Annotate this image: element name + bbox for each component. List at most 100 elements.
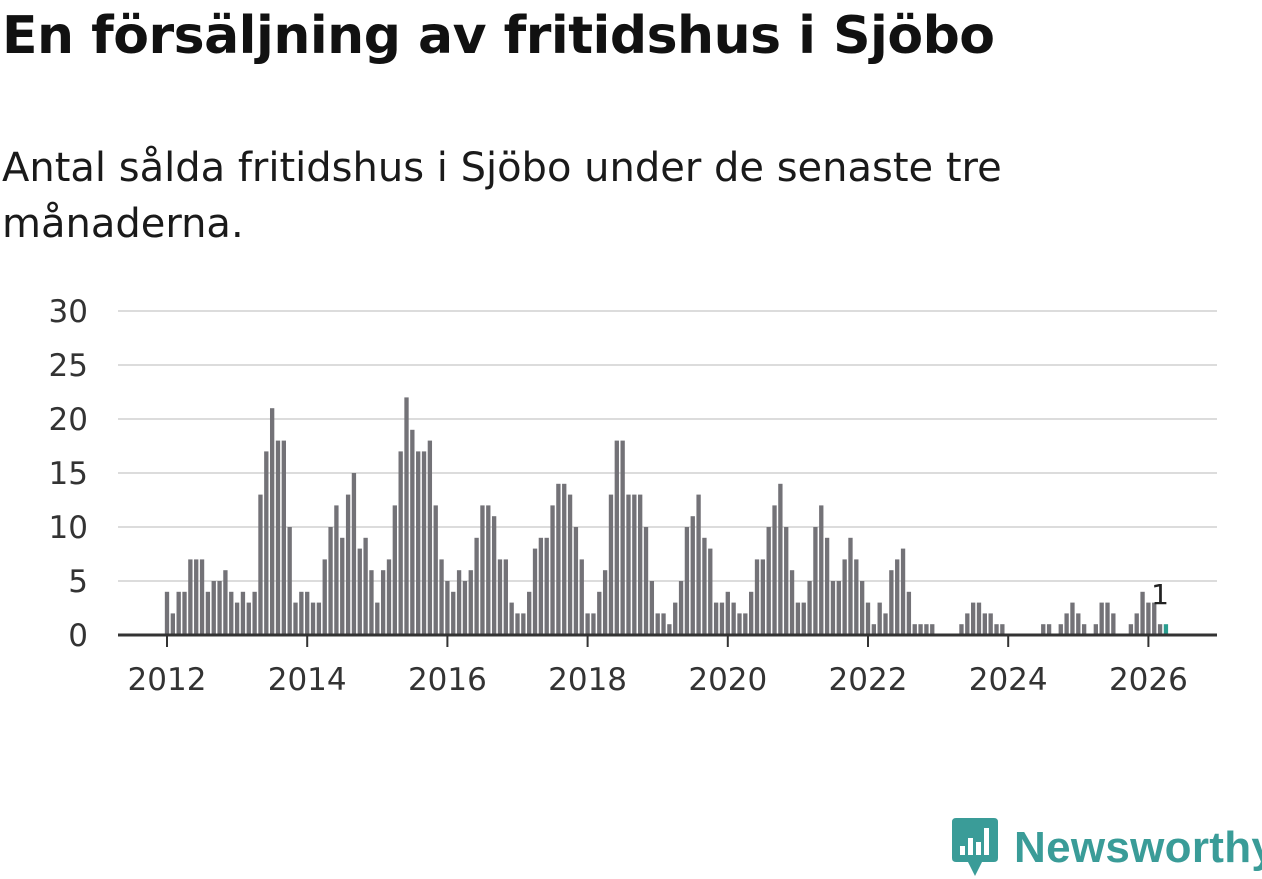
- bar: [1140, 591, 1145, 635]
- bar: [877, 602, 882, 635]
- bar: [766, 527, 771, 635]
- bar: [620, 440, 625, 635]
- bar-series: [164, 397, 1169, 635]
- bar: [713, 602, 719, 635]
- bar: [345, 494, 351, 635]
- bar: [1134, 613, 1139, 635]
- bar: [480, 505, 485, 635]
- bar: [667, 624, 672, 635]
- y-axis-tick-labels: 0 5 10 15 20 25 30: [49, 294, 88, 654]
- bar: [544, 537, 549, 635]
- bar: [316, 602, 322, 635]
- bar: [357, 548, 362, 635]
- bar: [696, 494, 701, 635]
- bar: [725, 591, 730, 635]
- x-tick-label: 2022: [829, 662, 908, 698]
- bar: [1163, 624, 1169, 635]
- bar: [918, 624, 923, 635]
- bar: [830, 581, 836, 635]
- bar: [398, 451, 403, 635]
- bar: [824, 537, 830, 635]
- bar: [456, 570, 462, 635]
- bar: [521, 613, 526, 635]
- bar: [491, 516, 497, 635]
- x-tick-label: 2018: [548, 662, 627, 698]
- bar: [550, 505, 555, 635]
- bar: [1046, 624, 1052, 635]
- bar: [1105, 602, 1110, 635]
- y-tick-label: 15: [49, 456, 88, 492]
- bar: [737, 613, 742, 635]
- bar: [211, 581, 216, 635]
- bar: [859, 581, 865, 635]
- bar: [842, 559, 847, 635]
- bar: [194, 559, 199, 635]
- annotations: 1: [1151, 578, 1169, 611]
- bar: [486, 505, 491, 635]
- bar: [626, 494, 631, 635]
- bar: [503, 559, 508, 635]
- bar: [772, 505, 777, 635]
- bar: [1093, 624, 1098, 635]
- bar: [176, 591, 181, 635]
- bar: [655, 613, 660, 635]
- bar: [848, 537, 853, 635]
- bar: [760, 559, 766, 635]
- bar: [591, 613, 596, 635]
- bar: [819, 505, 824, 635]
- bar: [433, 505, 438, 635]
- bar: [164, 591, 170, 635]
- bar: [731, 602, 736, 635]
- bar: [719, 602, 725, 635]
- bar: [690, 516, 695, 635]
- bar: [965, 613, 970, 635]
- y-tick-label: 30: [49, 294, 88, 330]
- bar: [515, 613, 520, 635]
- bar: [754, 559, 760, 635]
- bar: [585, 613, 590, 635]
- bar: [310, 602, 316, 635]
- logo-wordmark: Newsworthy: [1014, 823, 1262, 872]
- bar: [334, 505, 339, 635]
- bar: [217, 581, 222, 635]
- bar: [223, 570, 228, 635]
- bar: [708, 548, 713, 635]
- y-tick-label: 25: [49, 348, 88, 384]
- newsworthy-logo: Newsworthy: [950, 818, 1262, 878]
- bar: [1146, 602, 1151, 635]
- x-tick-label: 2026: [1109, 662, 1188, 698]
- bar: [784, 527, 789, 635]
- bar: [1099, 602, 1104, 635]
- bar: [474, 537, 479, 635]
- bar: [421, 451, 427, 635]
- bar: [883, 613, 888, 635]
- bar: [994, 624, 999, 635]
- x-tick-label: 2016: [408, 662, 487, 698]
- bar: [643, 527, 649, 635]
- bar: [854, 559, 859, 635]
- bar: [199, 559, 205, 635]
- bar: [906, 591, 912, 635]
- bar: [386, 559, 392, 635]
- bar-value-label: 1: [1151, 578, 1169, 611]
- bar: [509, 602, 514, 635]
- bar: [1081, 624, 1087, 635]
- bar: [836, 581, 841, 635]
- bar: [649, 581, 655, 635]
- bar: [562, 483, 567, 635]
- bar: [567, 494, 573, 635]
- bar: [684, 527, 690, 635]
- bar: [188, 559, 193, 635]
- bar: [439, 559, 444, 635]
- bar: [322, 559, 327, 635]
- bar: [614, 440, 619, 635]
- bar: [743, 613, 748, 635]
- bar: [1000, 624, 1005, 635]
- bar: [632, 494, 637, 635]
- y-tick-label: 0: [68, 618, 88, 654]
- bar: [801, 602, 806, 635]
- bar: [789, 570, 795, 635]
- bar: [497, 559, 503, 635]
- chart-subtitle: Antal sålda fritidshus i Sjöbo under de …: [2, 145, 1002, 247]
- bar: [608, 494, 614, 635]
